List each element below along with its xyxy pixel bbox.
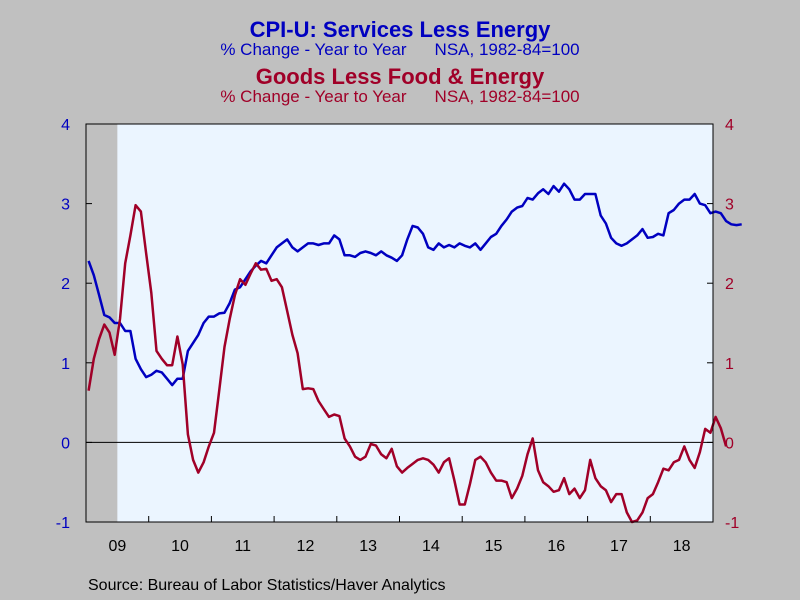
chart-subtitle-goods: % Change - Year to Year NSA, 1982-84=100 [0,87,800,107]
x-tick-label: 18 [673,538,691,555]
subtitle-services-measure: % Change - Year to Year [220,40,407,59]
source-note: Source: Bureau of Labor Statistics/Haver… [88,577,446,594]
right-tick-label: 3 [725,197,734,214]
recession-shading [86,124,118,522]
series-group [87,182,742,524]
left-tick-label: -1 [56,515,70,532]
left-tick-label: 0 [61,435,70,452]
subtitle-services-basis: NSA, 1982-84=100 [434,40,580,59]
left-tick-label: 3 [61,197,70,214]
left-tick-label: 2 [61,276,70,293]
x-tick-label: 16 [547,538,565,555]
services-series-line [87,182,742,387]
right-tick-label: 2 [725,276,734,293]
subtitle-goods-basis: NSA, 1982-84=100 [434,87,580,106]
right-axis-ticks: -1 0 1 2 3 4 [707,117,739,532]
x-tick-label: 11 [234,538,251,555]
x-tick-label: 15 [485,538,503,555]
right-tick-label: 4 [725,117,734,134]
x-tick-label: 12 [297,538,315,555]
left-tick-label: 4 [61,117,70,134]
plot-area [86,124,713,522]
x-tick-label: 10 [171,538,189,555]
left-tick-label: 1 [61,356,70,373]
right-tick-label: 1 [725,356,734,373]
chart-title-services: CPI-U: Services Less Energy [249,17,551,42]
x-tick-label: 17 [610,538,628,555]
x-axis-ticks: 09 10 11 12 13 14 15 16 17 18 [108,516,691,555]
right-tick-label: 0 [725,435,734,452]
goods-series-line [87,203,728,524]
right-tick-label: -1 [725,515,739,532]
x-tick-label: 13 [359,538,377,555]
subtitle-goods-measure: % Change - Year to Year [220,87,407,106]
chart-title-goods: Goods Less Food & Energy [255,64,545,89]
x-tick-label: 09 [108,538,126,555]
chart-subtitle-services: % Change - Year to Year NSA, 1982-84=100 [0,40,800,60]
plot-frame [85,123,714,523]
x-tick-label: 14 [422,538,440,555]
